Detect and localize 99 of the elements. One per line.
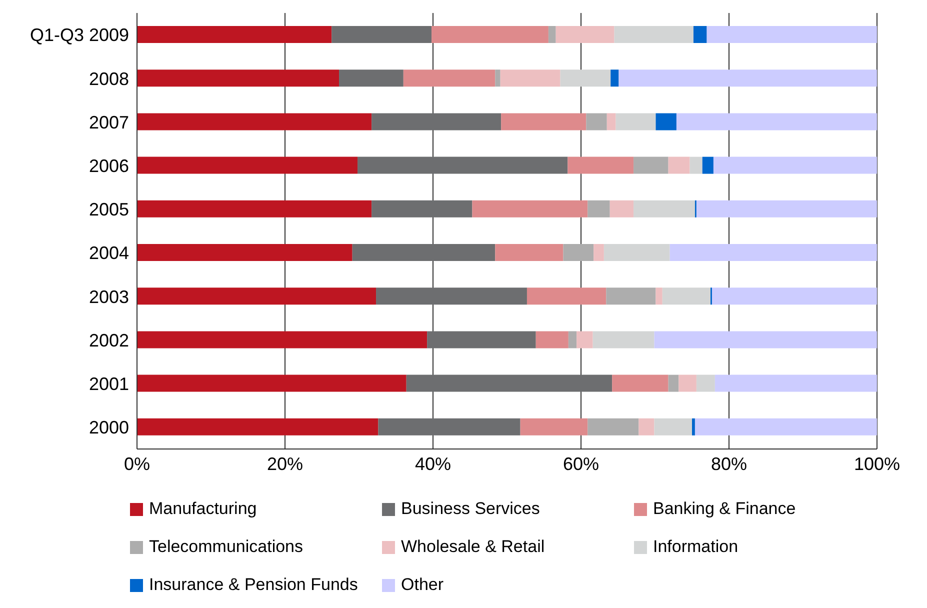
x-tick-label: 100% — [854, 454, 900, 474]
bar — [694, 418, 877, 436]
y-tick-label: 2003 — [88, 286, 129, 307]
bar — [678, 374, 696, 392]
bar — [137, 200, 372, 218]
legend-label: Telecommunications — [149, 537, 304, 557]
bar — [403, 70, 496, 87]
bar — [137, 331, 428, 348]
bar — [614, 26, 694, 43]
bar — [137, 418, 378, 436]
bar — [696, 374, 715, 392]
bar — [713, 156, 877, 174]
bar — [693, 26, 707, 43]
bar — [536, 331, 568, 348]
x-tick-label: 60% — [562, 454, 600, 474]
legend-label: Banking & Finance — [653, 499, 796, 519]
bar — [501, 113, 586, 130]
bar — [670, 244, 877, 261]
y-tick-label: 2000 — [88, 418, 129, 438]
bar — [376, 288, 527, 305]
bar — [610, 200, 634, 218]
bar — [406, 374, 612, 392]
legend-label: Wholesale & Retail — [401, 537, 545, 557]
bar — [526, 288, 606, 305]
bar — [634, 156, 668, 174]
bar — [556, 26, 614, 43]
bar — [339, 70, 404, 87]
bar — [676, 113, 877, 130]
legend-label: Information — [653, 537, 738, 557]
bar — [690, 156, 702, 174]
bar — [662, 288, 710, 305]
y-tick-label: 2008 — [88, 68, 129, 89]
legend-label: Other — [401, 575, 444, 595]
bar — [137, 70, 340, 87]
bar — [618, 70, 877, 87]
legend-label: Business Services — [401, 499, 540, 519]
bar — [586, 113, 607, 130]
bar — [654, 331, 877, 348]
bar — [548, 26, 556, 43]
bar — [520, 418, 588, 436]
bar — [500, 70, 560, 87]
bar — [432, 26, 548, 43]
bar — [427, 331, 536, 348]
bar — [352, 244, 496, 261]
bar — [656, 113, 676, 130]
bar — [606, 288, 656, 305]
bar — [495, 70, 500, 87]
bar — [137, 26, 332, 43]
bar — [604, 244, 670, 261]
bar — [592, 331, 654, 348]
bar — [560, 70, 611, 87]
bar — [696, 200, 877, 218]
x-tick-label: 0% — [124, 454, 150, 474]
bar — [137, 244, 352, 261]
bar — [472, 200, 588, 218]
bar — [692, 418, 695, 436]
bar — [656, 288, 662, 305]
bar — [332, 26, 432, 43]
y-tick-label: 2001 — [88, 374, 129, 394]
bar — [372, 200, 472, 218]
x-tick-label: 80% — [710, 454, 748, 474]
bar — [137, 156, 358, 174]
bar — [712, 288, 877, 305]
bar — [563, 244, 594, 261]
x-tick-label: 20% — [266, 454, 304, 474]
y-tick-label: 2004 — [88, 243, 129, 264]
bar — [594, 244, 604, 261]
bar — [358, 156, 568, 174]
bar — [588, 418, 639, 436]
bar — [576, 331, 593, 348]
bar — [588, 200, 610, 218]
legend-label: Manufacturing — [149, 499, 257, 519]
x-tick-label: 40% — [414, 454, 452, 474]
bar — [137, 374, 406, 392]
bar — [568, 156, 634, 174]
y-tick-label: 2007 — [88, 112, 129, 132]
bar — [610, 70, 619, 87]
bar — [495, 244, 564, 261]
legend-label: Insurance & Pension Funds — [149, 575, 358, 595]
bar — [137, 288, 376, 305]
y-tick-label: Q1-Q3 2009 — [30, 25, 129, 46]
bar — [714, 374, 877, 392]
bar — [606, 113, 616, 130]
bar — [612, 374, 668, 392]
bar — [668, 374, 679, 392]
bar — [568, 331, 577, 348]
y-tick-label: 2006 — [88, 156, 129, 176]
bar — [638, 418, 654, 436]
bar — [654, 418, 692, 436]
bar — [137, 113, 372, 130]
bar — [668, 156, 690, 174]
bar — [706, 26, 877, 43]
bar — [634, 200, 695, 218]
y-tick-label: 2005 — [88, 200, 129, 220]
bar — [702, 156, 714, 174]
bar — [616, 113, 656, 130]
y-tick-label: 2002 — [88, 330, 129, 350]
bar — [378, 418, 520, 436]
bar — [372, 113, 502, 130]
